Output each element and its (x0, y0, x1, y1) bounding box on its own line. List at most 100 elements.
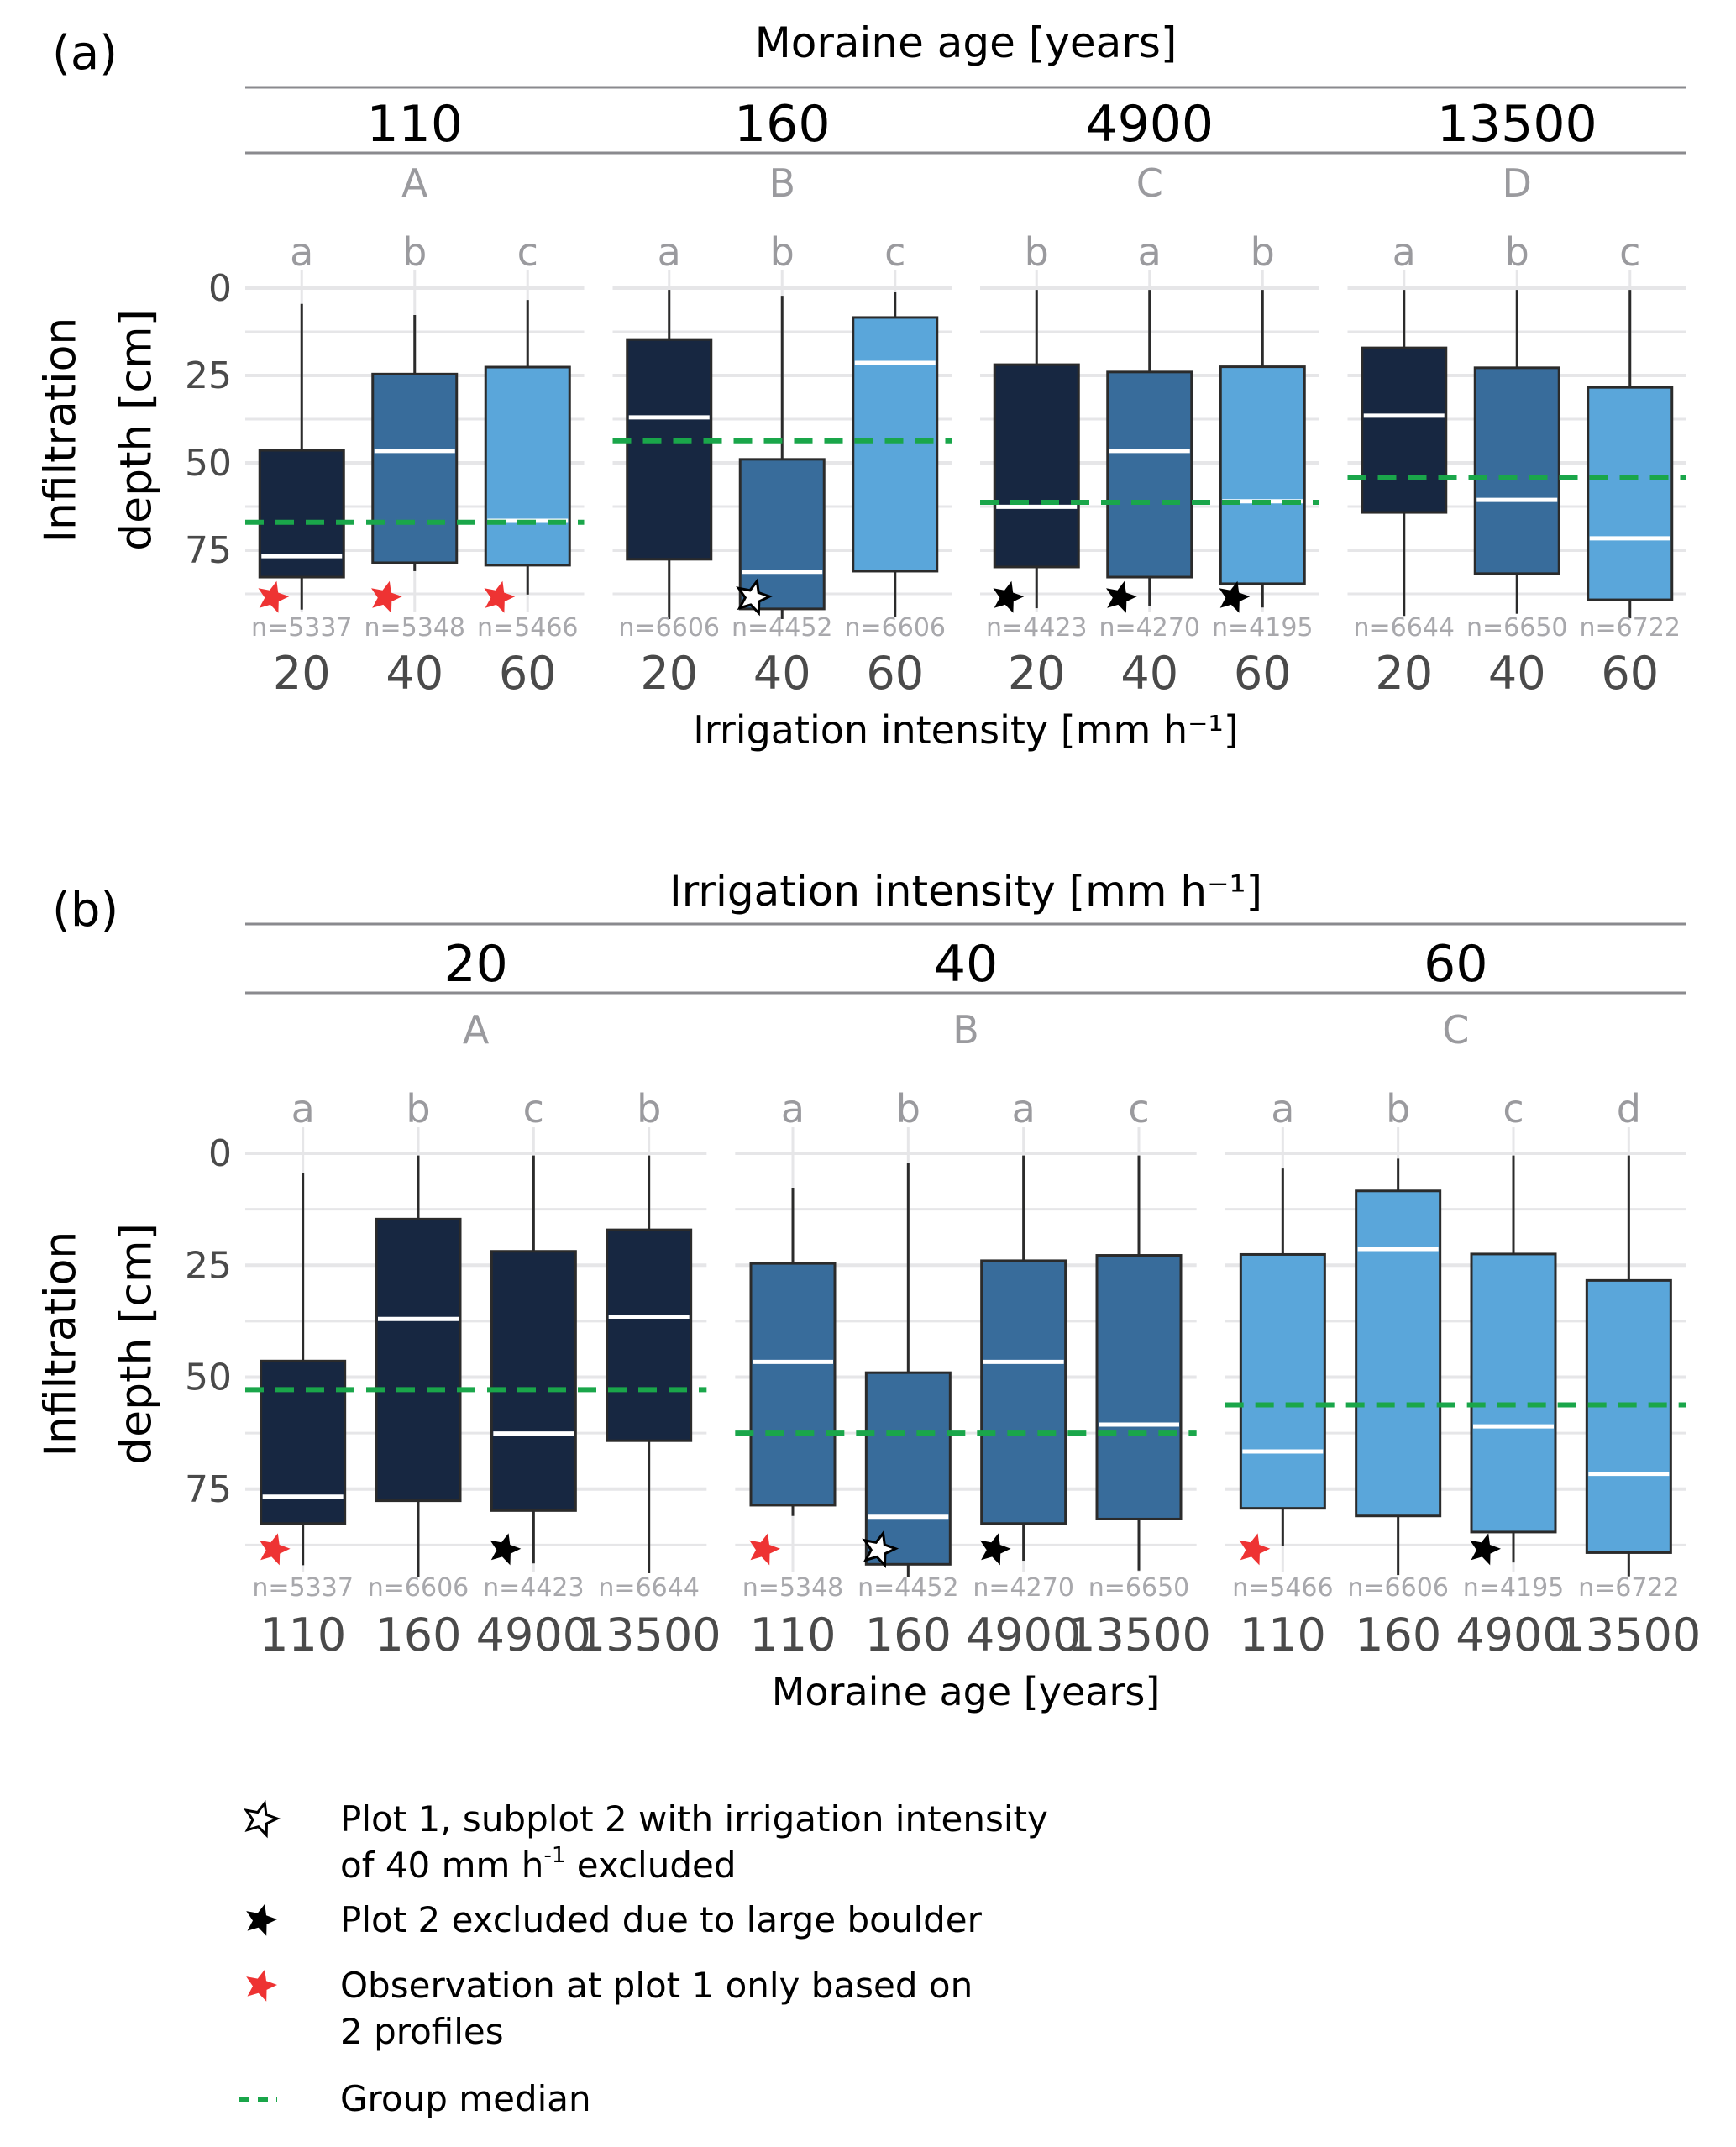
box (749, 1262, 837, 1507)
n-label: n=6606 (845, 613, 947, 643)
black-star-icon (993, 580, 1025, 613)
significance-letter: b (1251, 229, 1275, 275)
x-axis-label: Moraine age [years] (772, 1669, 1161, 1714)
n-label: n=4423 (483, 1573, 585, 1603)
black-star-icon (246, 1903, 277, 1936)
n-label: n=4270 (1099, 613, 1201, 643)
strip-label: 13500 (1437, 95, 1597, 154)
significance-letter: b (402, 229, 427, 275)
x-tick-label: 160 (865, 1609, 952, 1661)
x-tick-label: 13500 (577, 1609, 721, 1661)
n-label: n=4452 (732, 613, 833, 643)
white-star-icon (862, 1530, 899, 1569)
x-tick-label: 40 (385, 647, 443, 700)
box (993, 363, 1080, 569)
box (864, 1371, 952, 1566)
significance-letter: a (1392, 229, 1416, 275)
n-label: n=6650 (1466, 613, 1568, 643)
x-tick-label: 110 (1240, 1609, 1326, 1661)
x-tick-label: 4900 (1455, 1609, 1571, 1661)
n-label: n=6644 (1354, 613, 1455, 643)
n-label: n=4452 (858, 1573, 959, 1603)
x-tick-label: 60 (866, 647, 924, 700)
legend-text-sup: -1 (543, 1843, 565, 1868)
significance-letter: b (406, 1086, 430, 1131)
box (484, 365, 571, 567)
significance-letter: b (637, 1086, 661, 1131)
x-tick-label: 160 (375, 1609, 461, 1661)
strip-label: 40 (934, 935, 998, 994)
significance-letter: b (896, 1086, 920, 1131)
y-tick-label: 0 (208, 1132, 232, 1175)
box (1470, 1252, 1557, 1534)
box (1239, 1252, 1326, 1510)
n-label: n=6722 (1580, 613, 1681, 643)
legend-text: Plot 2 excluded due to large boulder (340, 1899, 983, 1940)
black-star-icon (1219, 580, 1251, 613)
significance-letter: c (517, 229, 538, 275)
n-label: n=6606 (1347, 1573, 1449, 1603)
group-letter: C (1442, 1007, 1469, 1053)
y-label-line1: Infiltration (36, 318, 87, 543)
x-tick-label: 40 (1488, 647, 1546, 700)
facet-110: 110 Aa n=5337 20 b n=5348 40 c n=5466 60 (245, 95, 585, 700)
box (1585, 1278, 1672, 1554)
box (852, 316, 939, 573)
n-label: n=5348 (742, 1573, 844, 1603)
facet-4900: 4900 Cb n=4423 20 a n=4270 40 b n=4195 60 (980, 95, 1319, 700)
n-label: n=4195 (1212, 613, 1314, 643)
black-star-icon (1470, 1533, 1501, 1566)
y-axis-label: Infiltration depth [cm] (36, 309, 162, 551)
strip-label: 20 (443, 935, 507, 994)
box (1587, 386, 1674, 601)
box (490, 1250, 577, 1512)
n-label: n=5348 (365, 613, 466, 643)
legend-text-part: excluded (565, 1845, 736, 1886)
n-label: n=4195 (1463, 1573, 1565, 1603)
x-tick-label: 40 (1120, 647, 1178, 700)
box (1355, 1189, 1442, 1518)
strip-label: 160 (734, 95, 831, 154)
group-letter: C (1136, 160, 1163, 206)
significance-letter: a (658, 229, 681, 275)
box (1473, 366, 1560, 575)
legend-item: Group median (239, 2078, 591, 2119)
x-tick-label: 20 (1008, 647, 1066, 700)
n-label: n=6722 (1578, 1573, 1680, 1603)
y-label-line2: depth [cm] (112, 309, 162, 551)
black-star-icon (979, 1533, 1011, 1566)
significance-letter: b (770, 229, 795, 275)
n-label: n=6606 (368, 1573, 469, 1603)
box (980, 1259, 1067, 1525)
facet-160: 160 Ba n=6606 20 b n=4452 40 c n=6606 60 (612, 95, 952, 700)
significance-letter: d (1617, 1086, 1641, 1131)
panel-label: (a) (52, 26, 118, 81)
black-star-icon (490, 1533, 522, 1566)
n-label: n=6644 (598, 1573, 700, 1603)
legend-item: Plot 1, subplot 2 with irrigation intens… (243, 1798, 1048, 1886)
strip-label: 60 (1424, 935, 1487, 994)
white-star-icon (243, 1799, 281, 1839)
legend-text: Plot 1, subplot 2 with irrigation intens… (340, 1798, 1048, 1840)
y-tick-label: 0 (208, 267, 232, 310)
box (1106, 370, 1193, 579)
white-star-icon (736, 578, 774, 617)
n-label: n=5337 (252, 1573, 354, 1603)
y-tick-label: 25 (185, 354, 232, 397)
significance-letter: b (1386, 1086, 1410, 1131)
panel-a: (a) Moraine age [years] Infiltration depth … (36, 18, 1686, 753)
significance-letter: a (781, 1086, 805, 1131)
y-axis-label: Infiltration depth [cm] (36, 1223, 162, 1465)
legend-item: Plot 2 excluded due to large boulder (246, 1899, 983, 1940)
significance-letter: c (523, 1086, 544, 1131)
red-star-icon (749, 1533, 780, 1566)
y-tick-label: 75 (185, 1468, 232, 1511)
box (260, 1359, 347, 1525)
group-letter: B (952, 1007, 979, 1053)
significance-letter: c (1503, 1086, 1524, 1131)
facet-13500: 13500 Da n=6644 20 b n=6650 40 c n=6722 60 (1347, 95, 1686, 700)
n-label: n=6650 (1088, 1573, 1190, 1603)
facet-title: Moraine age [years] (755, 18, 1177, 67)
x-tick-label: 20 (1375, 647, 1433, 700)
n-label: n=4270 (973, 1573, 1074, 1603)
